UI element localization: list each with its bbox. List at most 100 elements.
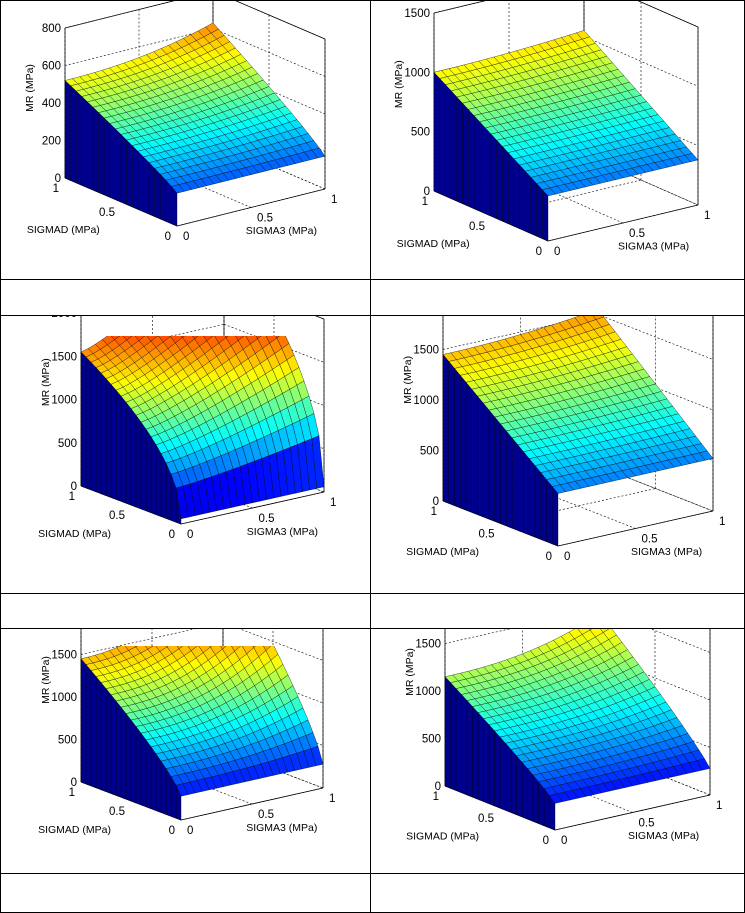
z-axis-label: MR (MPa)	[40, 656, 52, 704]
x-tick-label: 0.5	[99, 207, 115, 219]
mr-surface	[442, 316, 714, 494]
y-axis-label: SIGMA3 (MPa)	[618, 240, 689, 252]
surface-skirt	[442, 354, 559, 547]
x-axis-label: SIGMAD (MPa)	[397, 238, 470, 250]
z-tick-label: 1000	[415, 686, 441, 698]
z-tick-label: 500	[422, 734, 441, 746]
z-tick-label: 1500	[51, 351, 77, 363]
z-tick-label: 1000	[404, 67, 430, 79]
z-tick-label: 0	[55, 173, 61, 185]
surface-skirt	[433, 71, 549, 242]
caption-5	[1, 874, 370, 912]
z-tick-label: 1500	[404, 8, 430, 20]
x-tick-label: 1	[53, 183, 59, 195]
z-axis-label: MR (MPa)	[404, 648, 416, 696]
z-tick-label: 1000	[51, 692, 77, 704]
z-tick-label: 1000	[51, 395, 77, 407]
y-axis-label: SIGMA3 (MPa)	[628, 830, 699, 842]
y-axis-label: SIGMA3 (MPa)	[631, 546, 702, 558]
z-tick-label: 1500	[415, 639, 441, 651]
y-axis-label: SIGMA3 (MPa)	[247, 526, 318, 538]
caption-cell-6	[370, 873, 744, 912]
z-tick-label: 0	[435, 781, 441, 793]
surface-skirt	[80, 351, 182, 525]
mr-surface	[64, 22, 326, 194]
x-axis-label: SIGMAD (MPa)	[27, 224, 100, 236]
x-tick-label: 0	[169, 529, 175, 541]
z-tick-label: 2000	[51, 316, 77, 320]
caption-cell-5	[0, 873, 370, 912]
z-tick-label: 0	[433, 496, 439, 508]
caption-cell-3	[0, 593, 370, 628]
y-axis-label: SIGMA3 (MPa)	[246, 225, 317, 237]
caption-1	[1, 280, 370, 315]
z-axis-label: MR (MPa)	[40, 358, 52, 406]
z-tick-label: 500	[420, 446, 439, 458]
x-tick-label: 1	[431, 506, 437, 518]
y-tick-label: 1	[329, 793, 335, 805]
x-tick-label: 0	[169, 825, 175, 837]
y-tick-label: 1	[704, 210, 710, 222]
x-tick-label: 1	[69, 787, 75, 799]
x-axis-label: SIGMAD (MPa)	[406, 546, 479, 558]
caption-cell-2	[370, 279, 744, 315]
z-tick-label: 800	[42, 23, 61, 35]
z-tick-label: 500	[58, 735, 77, 747]
x-tick-label: 1	[433, 791, 439, 803]
caption-2	[371, 280, 744, 315]
y-tick-label: 1	[716, 800, 722, 812]
y-tick-label: 0.5	[629, 228, 645, 240]
z-tick-label: 0	[71, 481, 77, 493]
surface-skirt	[444, 676, 556, 831]
x-axis-label: SIGMAD (MPa)	[38, 528, 111, 540]
z-axis-label: MR (MPa)	[24, 64, 36, 112]
z-tick-label: 500	[411, 127, 430, 139]
x-tick-label: 0	[165, 231, 171, 243]
y-tick-label: 1	[330, 497, 336, 509]
z-tick-label: 400	[42, 98, 61, 110]
z-tick-label: 200	[42, 136, 61, 148]
y-tick-label: 1	[719, 516, 725, 528]
y-tick-label: 1	[331, 194, 337, 206]
y-axis-label: SIGMA3 (MPa)	[246, 822, 317, 834]
z-axis-label: MR (MPa)	[393, 60, 405, 108]
mr-surface	[433, 30, 699, 197]
x-tick-label: 0.5	[109, 806, 125, 818]
z-tick-label: 0	[71, 777, 77, 789]
z-axis-label: MR (MPa)	[402, 356, 414, 404]
surface-skirt	[80, 658, 182, 821]
y-tick-label: 0.5	[259, 513, 275, 525]
x-tick-label: 0.5	[109, 510, 125, 522]
plot-cell-1: 0 200 400 600 800 0 0.5 1 0 0.5 1 SIGMAD (MPa) SIGMA…	[0, 0, 370, 279]
z-tick-label: 600	[42, 61, 61, 73]
x-tick-label: 0	[543, 835, 549, 847]
y-tick-label: 0.5	[257, 213, 273, 225]
x-tick-label: 1	[422, 196, 428, 208]
y-tick-label: 0.5	[639, 818, 655, 830]
x-tick-label: 0.5	[478, 813, 494, 825]
y-tick-label: 0.5	[258, 809, 274, 821]
z-tick-label: 500	[58, 438, 77, 450]
y-tick-label: 0	[187, 825, 193, 837]
x-tick-label: 0	[536, 246, 542, 258]
x-tick-label: 1	[69, 491, 75, 503]
mr-surface	[80, 646, 324, 797]
caption-4	[371, 594, 744, 628]
y-tick-label: 0	[183, 231, 189, 243]
z-tick-label: 1500	[51, 650, 77, 662]
